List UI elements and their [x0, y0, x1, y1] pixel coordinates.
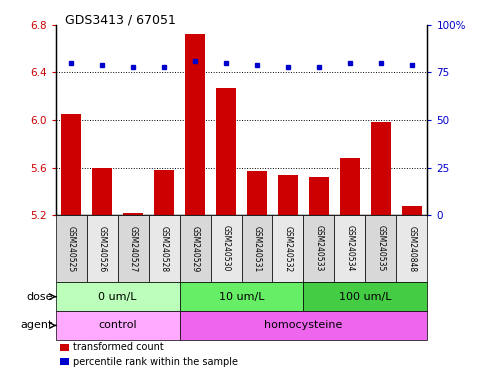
Text: GSM240531: GSM240531	[253, 225, 261, 272]
Text: GSM240530: GSM240530	[222, 225, 230, 272]
Bar	[309, 177, 329, 215]
Text: GSM240848: GSM240848	[408, 225, 416, 272]
Text: GSM240532: GSM240532	[284, 225, 293, 272]
Bar	[216, 88, 236, 215]
Text: transformed count: transformed count	[73, 342, 164, 352]
Text: control: control	[98, 320, 137, 331]
Bar	[92, 167, 112, 215]
Text: GSM240534: GSM240534	[345, 225, 355, 272]
Text: GDS3413 / 67051: GDS3413 / 67051	[65, 13, 176, 26]
Text: dose: dose	[27, 291, 53, 302]
Text: GSM240526: GSM240526	[98, 225, 107, 272]
Text: GSM240533: GSM240533	[314, 225, 324, 272]
Text: 0 um/L: 0 um/L	[98, 291, 137, 302]
Text: GSM240529: GSM240529	[190, 225, 199, 272]
Bar	[185, 35, 205, 215]
Text: GSM240525: GSM240525	[67, 225, 75, 272]
Text: GSM240527: GSM240527	[128, 225, 138, 272]
Bar	[340, 158, 360, 215]
Text: percentile rank within the sample: percentile rank within the sample	[73, 357, 238, 367]
Bar	[247, 171, 267, 215]
Text: GSM240535: GSM240535	[376, 225, 385, 272]
Bar	[123, 213, 143, 215]
Text: homocysteine: homocysteine	[264, 320, 342, 331]
Bar	[402, 205, 422, 215]
Bar	[278, 175, 298, 215]
Text: GSM240528: GSM240528	[159, 225, 169, 272]
Bar	[371, 122, 391, 215]
Bar	[61, 114, 81, 215]
Text: agent: agent	[21, 320, 53, 331]
Text: 10 um/L: 10 um/L	[219, 291, 264, 302]
Bar	[154, 170, 174, 215]
Text: 100 um/L: 100 um/L	[339, 291, 392, 302]
